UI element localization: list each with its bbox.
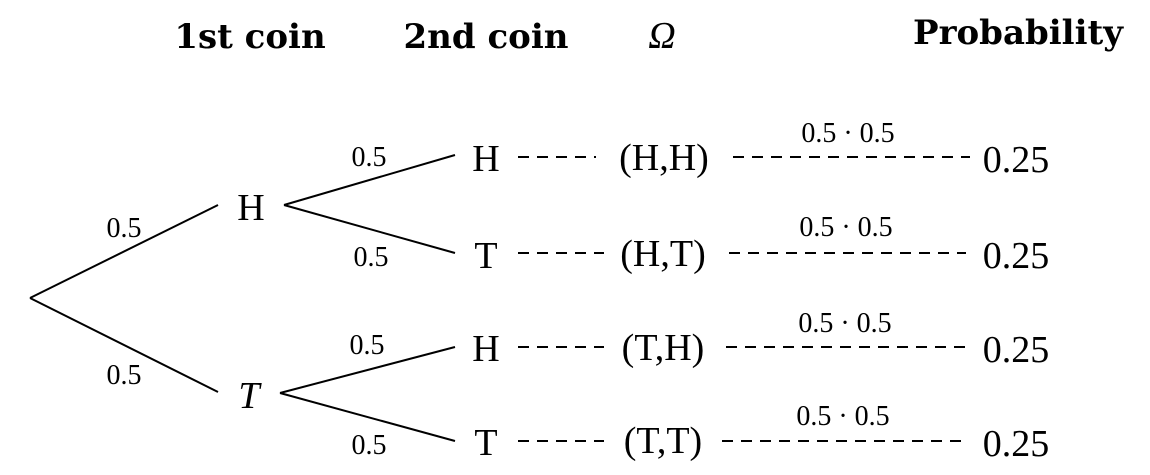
node-second-t-2: T	[474, 422, 497, 464]
outcome-hh: (H,H)	[619, 137, 709, 179]
node-second-t-1: T	[474, 235, 497, 277]
probability-th: 0.25	[983, 329, 1050, 371]
node-second-h-2: H	[472, 328, 499, 370]
edge-label-ht: 0.5	[354, 242, 389, 273]
probability-ht: 0.25	[983, 235, 1050, 277]
header-second-coin: 2nd coin	[403, 17, 568, 57]
outcome-th: (T,H)	[622, 327, 705, 369]
edge-label-tt: 0.5	[352, 430, 387, 461]
edge-label-th: 0.5	[350, 330, 385, 361]
probability-tt: 0.25	[983, 423, 1050, 465]
node-first-t: T	[238, 375, 262, 417]
branch-root-to-t	[29, 297, 219, 393]
edge-label-root-h: 0.5	[107, 213, 142, 244]
branch-h-to-h	[283, 154, 456, 206]
calc-tt: 0.5 · 0.5	[796, 401, 889, 432]
calc-th: 0.5 · 0.5	[798, 308, 891, 339]
node-first-h: H	[237, 187, 264, 229]
node-second-h-1: H	[472, 138, 499, 180]
probability-hh: 0.25	[983, 139, 1050, 181]
header-first-coin: 1st coin	[174, 17, 325, 57]
outcome-tt: (T,T)	[624, 420, 702, 462]
header-omega: Ω	[648, 15, 675, 57]
edge-label-hh: 0.5	[352, 142, 387, 173]
calc-ht: 0.5 · 0.5	[799, 212, 892, 243]
branch-t-to-h	[279, 346, 456, 394]
branch-root-to-h	[29, 204, 219, 299]
edge-label-root-t: 0.5	[107, 360, 142, 391]
branch-t-to-t	[279, 392, 456, 442]
header-probability: Probability	[913, 13, 1124, 53]
calc-hh: 0.5 · 0.5	[801, 118, 894, 149]
branch-h-to-t	[283, 204, 456, 254]
outcome-ht: (H,T)	[620, 233, 705, 275]
